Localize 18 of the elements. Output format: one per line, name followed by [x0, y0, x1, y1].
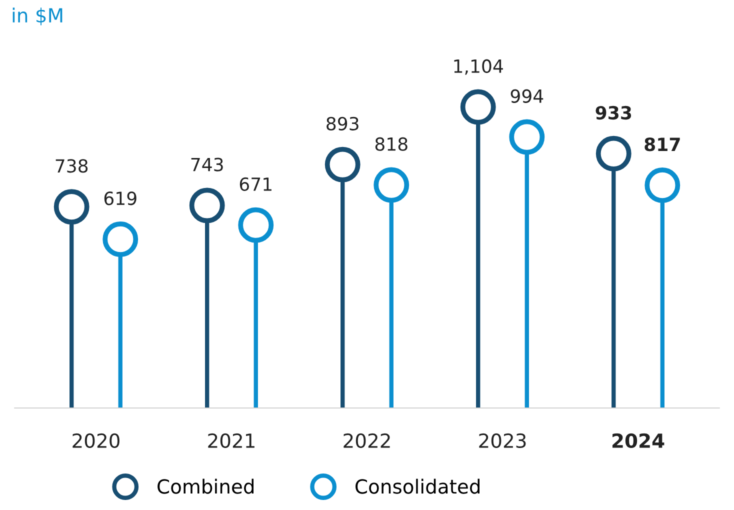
data-label: 743 [191, 158, 223, 172]
data-label: 933 [596, 106, 632, 120]
data-label: 893 [326, 116, 358, 130]
data-label: 1,104 [454, 59, 503, 75]
x-tick-label: 2023 [479, 433, 526, 448]
legend-label: Combined [158, 478, 254, 494]
data-label: 619 [104, 192, 136, 206]
data-label: 817 [644, 138, 680, 152]
x-tick-label: 2020 [72, 433, 120, 448]
legend-label: Consolidated [356, 478, 480, 494]
data-label: 994 [510, 89, 544, 103]
x-tick-label: 2024 [612, 433, 664, 448]
x-tick-label: 2021 [208, 433, 254, 448]
chart-title: in $M [12, 8, 62, 26]
data-label: 738 [56, 159, 88, 173]
data-label: 671 [240, 177, 272, 192]
x-tick-label: 2022 [344, 433, 390, 448]
data-label: 818 [375, 137, 408, 151]
